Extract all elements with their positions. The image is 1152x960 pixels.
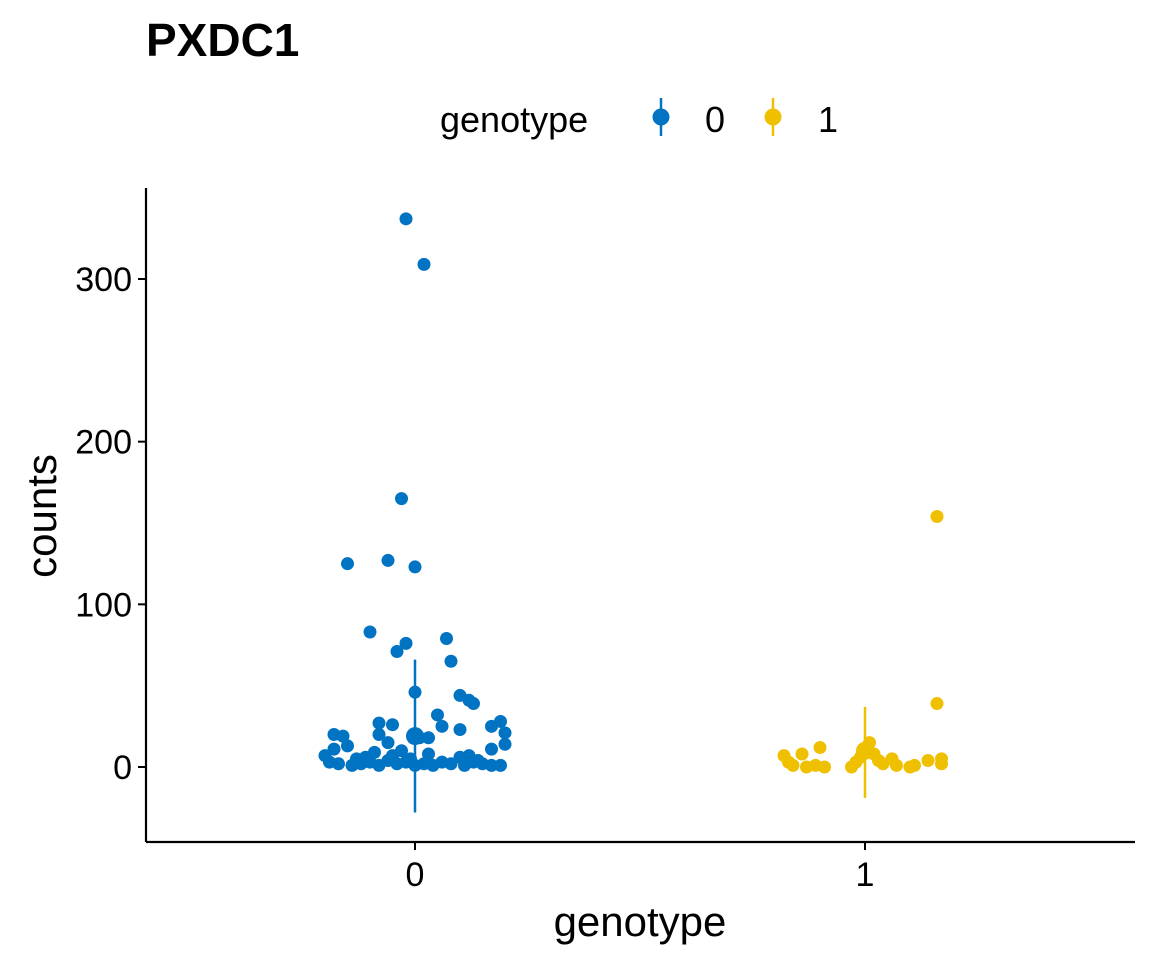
data-point bbox=[435, 719, 449, 733]
plot-area: 0 100 200 300 0 1 bbox=[75, 188, 1135, 894]
data-point bbox=[786, 758, 800, 772]
mean-point bbox=[856, 741, 874, 760]
data-point bbox=[440, 631, 453, 645]
data-point bbox=[930, 509, 944, 523]
data-point bbox=[327, 742, 341, 756]
data-point bbox=[485, 719, 498, 733]
data-point bbox=[818, 760, 831, 774]
data-point bbox=[908, 758, 921, 772]
legend-entry-label: 1 bbox=[818, 99, 838, 140]
legend-entry-1: 1 bbox=[764, 98, 838, 140]
data-point bbox=[485, 742, 498, 756]
data-point bbox=[813, 740, 827, 754]
data-point bbox=[444, 757, 458, 771]
data-point bbox=[431, 708, 444, 722]
legend: genotype 0 1 bbox=[440, 98, 838, 140]
data-point bbox=[363, 625, 377, 639]
data-point bbox=[341, 557, 354, 571]
data-point bbox=[422, 747, 435, 761]
data-point bbox=[471, 753, 485, 767]
data-point bbox=[485, 758, 498, 772]
data-point bbox=[372, 716, 386, 730]
y-tick-label: 200 bbox=[75, 424, 132, 462]
data-point bbox=[399, 212, 413, 226]
data-point bbox=[336, 729, 350, 743]
y-axis-title: counts bbox=[18, 454, 65, 578]
legend-key-point bbox=[652, 108, 670, 126]
data-point bbox=[935, 757, 948, 771]
data-point bbox=[921, 753, 935, 767]
data-point bbox=[390, 645, 404, 659]
data-point bbox=[372, 727, 386, 741]
x-tick-label: 0 bbox=[406, 856, 425, 894]
data-point bbox=[453, 723, 467, 737]
data-point bbox=[422, 731, 435, 745]
data-point bbox=[467, 697, 480, 711]
data-point bbox=[399, 636, 413, 650]
y-tick-label: 300 bbox=[75, 261, 132, 299]
chart-title: PXDC1 bbox=[146, 14, 299, 66]
data-point bbox=[395, 492, 408, 506]
legend-title: genotype bbox=[440, 99, 588, 140]
data-point bbox=[408, 560, 422, 574]
legend-key-point bbox=[764, 108, 782, 126]
data-point bbox=[381, 553, 395, 567]
data-point bbox=[494, 758, 507, 772]
legend-entry-0: 0 bbox=[652, 98, 725, 140]
legend-entry-label: 0 bbox=[705, 99, 725, 140]
y-tick-label: 0 bbox=[113, 749, 132, 787]
data-point bbox=[930, 697, 944, 711]
data-point bbox=[341, 739, 354, 753]
data-point bbox=[444, 654, 458, 668]
x-axis-title: genotype bbox=[554, 898, 727, 945]
series-1 bbox=[777, 509, 948, 798]
data-point bbox=[417, 257, 431, 271]
mean-point bbox=[406, 727, 424, 746]
series-0 bbox=[318, 212, 512, 813]
data-point bbox=[386, 718, 399, 732]
data-point bbox=[795, 747, 809, 761]
y-tick-label: 100 bbox=[75, 586, 132, 624]
data-point bbox=[890, 758, 903, 772]
data-point bbox=[332, 757, 345, 771]
data-point bbox=[498, 737, 512, 751]
data-point bbox=[381, 736, 395, 750]
x-tick-label: 1 bbox=[856, 856, 875, 894]
data-point bbox=[498, 726, 512, 740]
